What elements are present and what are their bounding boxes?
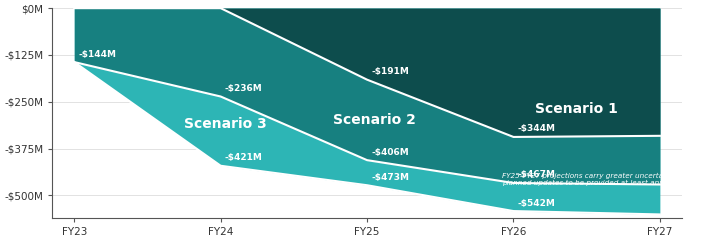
Text: -$144M: -$144M — [79, 49, 116, 59]
Text: Scenario 2: Scenario 2 — [333, 114, 416, 127]
Text: FY25-FY27 projections carry greater uncertainty,
planned updates to be provided : FY25-FY27 projections carry greater unce… — [502, 173, 681, 186]
Text: -$236M: -$236M — [225, 84, 262, 93]
Text: Scenario 1: Scenario 1 — [535, 102, 618, 116]
Text: -$471M: -$471M — [664, 172, 702, 181]
Text: Scenario 3: Scenario 3 — [184, 117, 267, 131]
Text: -$473M: -$473M — [372, 173, 409, 182]
Text: -$344M: -$344M — [518, 124, 556, 133]
Text: -$341M: -$341M — [664, 123, 702, 132]
Text: -$191M: -$191M — [372, 67, 409, 76]
Text: -$406M: -$406M — [372, 147, 409, 157]
Text: -$467M: -$467M — [518, 170, 556, 180]
Text: -$421M: -$421M — [225, 153, 263, 162]
Text: -$542M: -$542M — [518, 199, 556, 208]
Text: -$551M: -$551M — [664, 202, 702, 211]
